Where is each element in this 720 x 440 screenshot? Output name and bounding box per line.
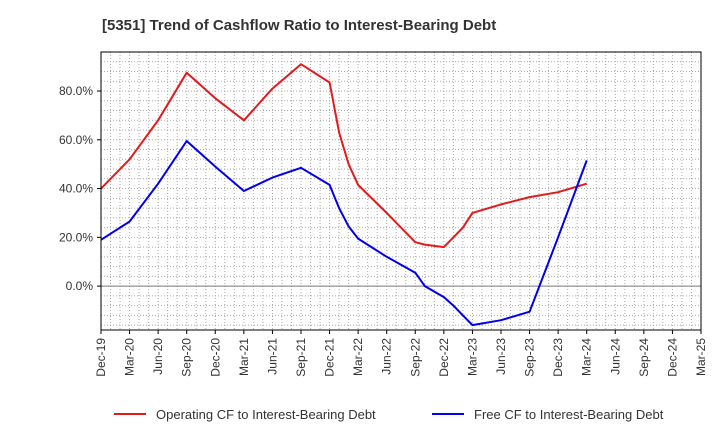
x-tick-label: Sep-21 — [294, 338, 308, 377]
x-tick-label: Dec-22 — [437, 338, 451, 377]
x-tick-label: Jun-24 — [608, 338, 622, 375]
x-tick-label: Sep-20 — [180, 338, 194, 377]
x-tick-label: Dec-24 — [665, 338, 679, 377]
x-tick-label: Dec-20 — [208, 338, 222, 377]
chart-title: [5351] Trend of Cashflow Ratio to Intere… — [102, 17, 496, 34]
x-tick-label: Jun-21 — [265, 338, 279, 375]
x-tick-label: Mar-21 — [237, 338, 251, 376]
x-tick-label: Jun-20 — [151, 338, 165, 375]
x-axis-ticks: Dec-19 Mar-20 Jun-20 Sep-20 Dec-20 Mar-21 Jun-… — [94, 330, 708, 377]
y-tick-label: 20.0% — [59, 230, 93, 244]
y-tick-label: 0.0% — [66, 279, 94, 293]
legend: Operating CF to Interest-Bearing Debt Fr… — [114, 407, 664, 422]
x-tick-label: Mar-24 — [580, 338, 594, 376]
y-tick-label: 40.0% — [59, 182, 93, 196]
x-tick-label: Sep-22 — [408, 338, 422, 377]
x-tick-label: Mar-20 — [123, 338, 137, 376]
x-tick-label: Mar-25 — [694, 338, 708, 376]
x-tick-label: Mar-23 — [465, 338, 479, 376]
legend-label-operating-cf: Operating CF to Interest-Bearing Debt — [156, 407, 376, 422]
grid — [100, 51, 702, 330]
x-tick-label: Jun-23 — [494, 338, 508, 375]
series-line-0 — [100, 63, 587, 249]
x-tick-label: Dec-23 — [551, 338, 565, 377]
x-tick-label: Mar-22 — [351, 338, 365, 376]
y-tick-label: 80.0% — [59, 84, 93, 98]
x-tick-label: Dec-19 — [94, 338, 108, 377]
y-axis-ticks: 0.0% 20.0% 40.0% 60.0% 80.0% — [59, 84, 101, 293]
x-tick-label: Jun-22 — [380, 338, 394, 375]
x-tick-label: Sep-23 — [523, 338, 537, 377]
legend-label-free-cf: Free CF to Interest-Bearing Debt — [474, 407, 664, 422]
y-tick-label: 60.0% — [59, 133, 93, 147]
x-tick-label: Sep-24 — [637, 338, 651, 377]
x-tick-label: Dec-21 — [323, 338, 337, 377]
series-line-1 — [100, 140, 588, 327]
plot-frame — [100, 51, 702, 331]
series-lines — [100, 63, 588, 327]
